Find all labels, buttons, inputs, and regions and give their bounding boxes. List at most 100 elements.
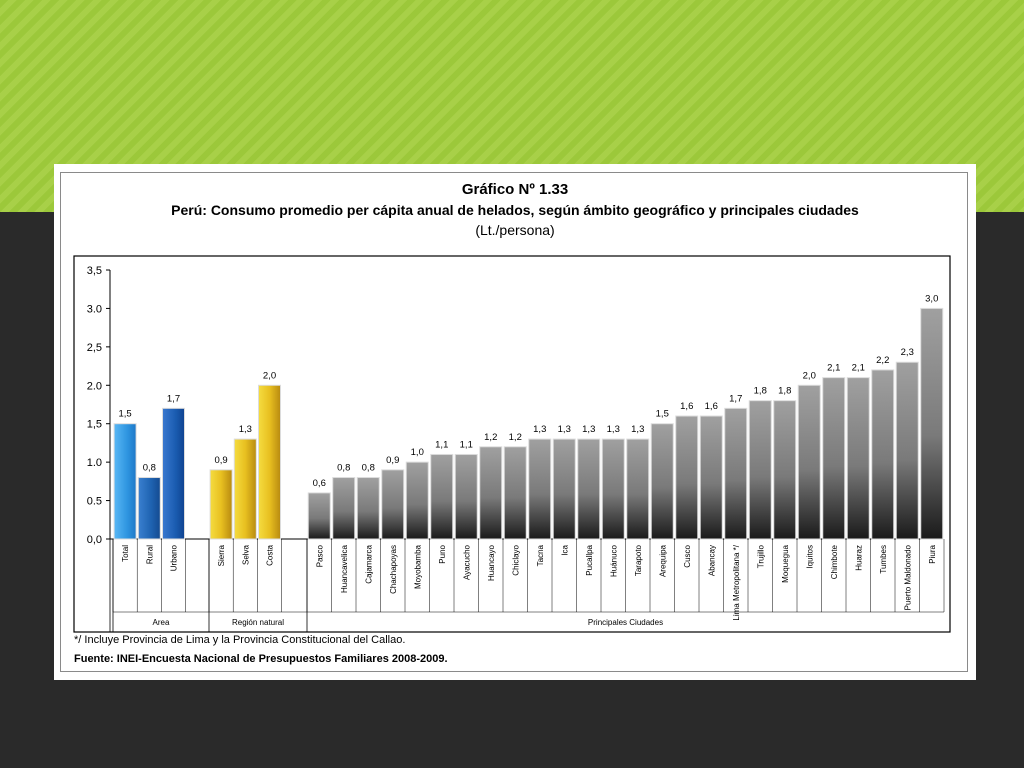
value-label: 1,3: [239, 424, 252, 435]
bar: [258, 384, 281, 540]
value-label: 1,8: [754, 386, 767, 397]
group-label: Principales Ciudades: [588, 618, 663, 627]
value-label: 1,7: [729, 393, 742, 404]
category-label: Tarapoto: [634, 544, 643, 576]
bar: [405, 461, 429, 540]
value-label: 1,6: [680, 401, 693, 412]
value-label: 1,5: [118, 409, 131, 420]
category-label: Moyobamba: [413, 544, 422, 589]
category-label: Urbano: [170, 544, 179, 571]
category-label: Trujillo: [756, 544, 765, 568]
category-label: Rural: [145, 545, 154, 564]
value-label: 2,3: [901, 347, 914, 358]
bar: [650, 423, 674, 540]
category-label: Ica: [560, 544, 569, 555]
category-label: Selva: [241, 544, 250, 565]
category-label: Huaraz: [854, 545, 863, 571]
value-label: 1,7: [167, 393, 180, 404]
category-label: Cusco: [683, 544, 692, 567]
category-label: Lima Metropolitana */: [732, 544, 741, 620]
y-tick-label: 0.5: [87, 496, 102, 508]
value-label: 2,0: [263, 370, 276, 381]
y-tick-label: 1,5: [87, 419, 102, 431]
y-tick-label: 3,5: [87, 265, 102, 277]
bar: [797, 384, 821, 540]
category-label: Costa: [266, 544, 275, 565]
category-label: Chachapoyas: [389, 545, 398, 594]
bar: [528, 438, 552, 540]
y-tick-label: 2,5: [87, 342, 102, 354]
category-label: Huánuco: [609, 544, 618, 577]
bar: [699, 415, 723, 540]
value-label: 2,1: [827, 363, 840, 374]
bar: [626, 438, 650, 540]
category-label: Sierra: [217, 544, 226, 566]
y-tick-label: 3.0: [87, 303, 102, 315]
category-label: Tacna: [536, 544, 545, 566]
bar: [209, 469, 233, 540]
footnote: */ Incluye Provincia de Lima y la Provin…: [74, 634, 406, 646]
bar: [552, 438, 576, 540]
category-label: Chimbote: [830, 544, 839, 579]
value-label: 2,2: [876, 355, 889, 366]
value-label: 0,6: [313, 478, 326, 489]
value-label: 0,9: [214, 455, 227, 466]
group-label: Región natural: [232, 618, 284, 627]
bar: [724, 407, 748, 540]
value-label: 3,0: [925, 293, 938, 304]
bar: [675, 415, 699, 540]
bar: [454, 453, 478, 540]
category-label: Pasco: [315, 544, 324, 567]
value-label: 1,3: [558, 424, 571, 435]
y-tick-label: 1.0: [87, 457, 102, 469]
category-label: Cajamarca: [364, 544, 373, 583]
y-tick-label: 2.0: [87, 380, 102, 392]
category-label: Abancay: [707, 545, 716, 576]
category-label: Huancavelica: [340, 544, 349, 593]
bar-chart: 0,0 0.5 1.0 1,5 2.0 2,5 3.0 3,5 1,5 Total 0,8 Rural…: [73, 255, 951, 633]
bar: [895, 361, 919, 540]
value-label: 1,0: [411, 447, 424, 458]
category-label: Arequipa: [658, 544, 667, 577]
value-label: 1,6: [705, 401, 718, 412]
bar: [137, 477, 161, 540]
bar: [503, 446, 527, 540]
chart-unit: (Lt./persona): [475, 222, 555, 238]
bar: [479, 446, 503, 540]
value-label: 1,3: [533, 424, 546, 435]
category-label: Moquegua: [781, 544, 790, 582]
chart-subtitle: Perú: Consumo promedio per cápita anual …: [171, 202, 859, 218]
bar: [113, 423, 137, 540]
category-label: Huancayo: [487, 544, 496, 581]
category-label: Piura: [928, 544, 937, 563]
value-label: 1,8: [778, 386, 791, 397]
value-label: 1,1: [460, 439, 473, 450]
category-label: Ayacucho: [462, 544, 471, 580]
value-label: 1,3: [582, 424, 595, 435]
value-label: 1,3: [631, 424, 644, 435]
category-label: Total: [121, 545, 130, 562]
value-label: 2,1: [852, 363, 865, 374]
value-label: 1,2: [484, 432, 497, 443]
value-label: 0,8: [337, 463, 350, 474]
category-label: Puno: [438, 544, 447, 563]
bar: [356, 477, 380, 540]
chart-frame: [60, 172, 968, 672]
category-label: Tumbes: [879, 545, 888, 574]
bar: [748, 400, 772, 540]
plot-border: [73, 255, 951, 633]
value-label: 0,9: [386, 455, 399, 466]
bar: [920, 307, 944, 540]
value-label: 0,8: [143, 463, 156, 474]
bar: [601, 438, 625, 540]
category-label: Puerto Maldonado: [903, 544, 912, 610]
bar: [162, 407, 185, 540]
chart-titles: Gráfico Nº 1.33 Perú: Consumo promedio p…: [54, 180, 976, 240]
bar: [846, 377, 870, 540]
y-tick-label: 0,0: [87, 534, 102, 546]
category-label: Pucallpa: [585, 544, 594, 575]
value-label: 1,2: [509, 432, 522, 443]
group-label: Area: [153, 618, 170, 627]
chart-title: Gráfico Nº 1.33: [461, 181, 569, 198]
bar: [307, 492, 331, 540]
